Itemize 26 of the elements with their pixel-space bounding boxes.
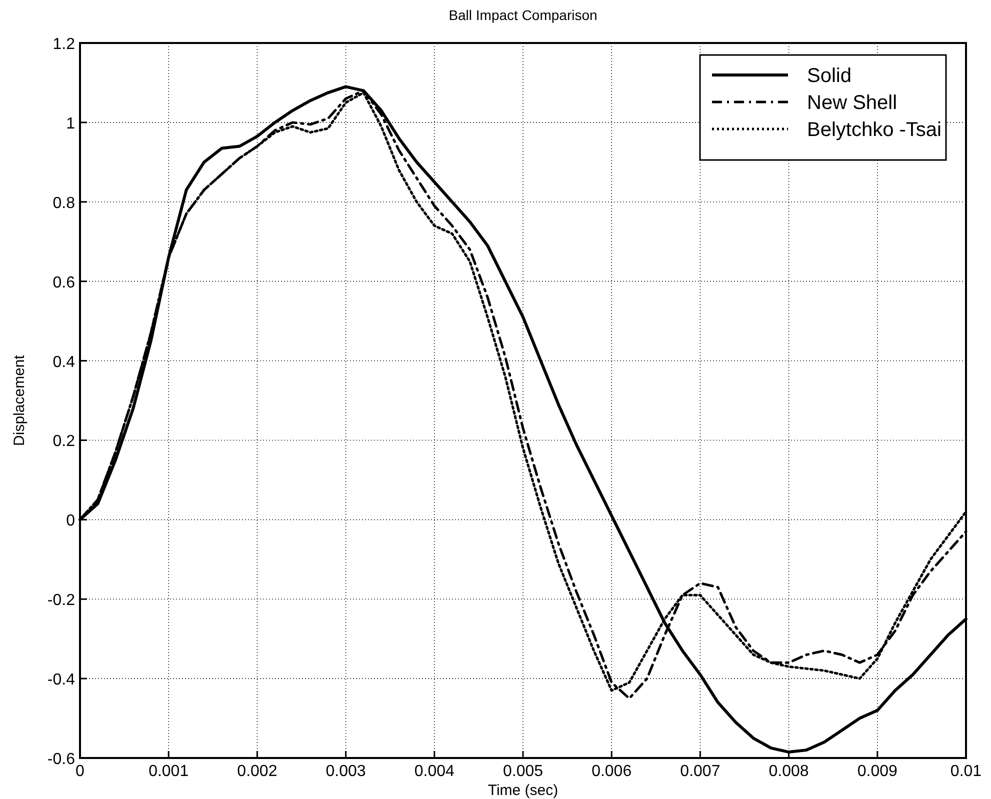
y-tick-label: -0.2 bbox=[47, 592, 76, 610]
y-tick-label: -0.6 bbox=[47, 751, 76, 768]
x-tick-label: 0.001 bbox=[148, 763, 189, 780]
x-tick-label: 0.005 bbox=[502, 763, 544, 780]
y-axis-title: Displacement bbox=[11, 354, 28, 446]
x-tick-label: 0.01 bbox=[950, 763, 982, 780]
x-tick-label: 0.008 bbox=[768, 763, 809, 780]
y-tick-label: 0 bbox=[66, 512, 76, 530]
y-tick-label: 1 bbox=[66, 115, 76, 132]
y-tick-label: 1.2 bbox=[52, 36, 76, 53]
legend-label: Belytchko -Tsai bbox=[807, 119, 942, 141]
x-tick-label: 0.004 bbox=[414, 763, 455, 780]
y-tick-label: 0.4 bbox=[52, 354, 76, 371]
chart-title: Ball Impact Comparison bbox=[448, 7, 598, 23]
x-axis-title: Time (sec) bbox=[488, 782, 558, 799]
y-tick-label: 0.8 bbox=[52, 194, 76, 212]
x-tick-label: 0.006 bbox=[592, 763, 632, 780]
legend-label: Solid bbox=[807, 65, 852, 87]
y-tick-label: 0.2 bbox=[52, 433, 76, 450]
x-tick-label: 0.002 bbox=[237, 763, 278, 780]
x-tick-label: 0.007 bbox=[680, 763, 720, 780]
y-tick-label: 0.6 bbox=[52, 274, 76, 292]
legend-label: New Shell bbox=[807, 92, 898, 114]
x-tick-label: 0.003 bbox=[326, 763, 366, 780]
y-tick-label: -0.4 bbox=[47, 672, 76, 689]
x-tick-label: 0.009 bbox=[857, 763, 898, 780]
